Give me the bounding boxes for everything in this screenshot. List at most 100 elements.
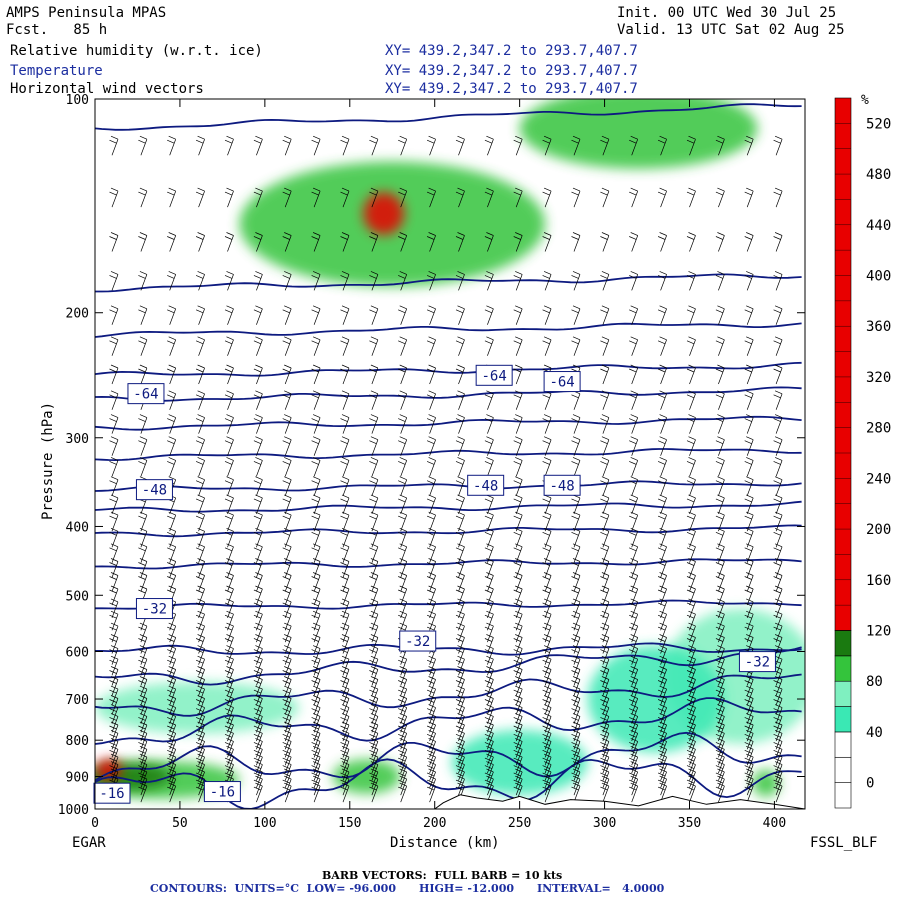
wind-barb (571, 729, 581, 750)
colorbar-swatch (834, 97, 852, 631)
wind-barb (600, 476, 610, 496)
wind-barb (542, 585, 552, 606)
wind-barb (629, 135, 639, 156)
wind-barb (542, 761, 552, 781)
wind-barb (629, 436, 639, 456)
wind-barb (744, 527, 754, 548)
wind-barb (513, 543, 523, 563)
wind-barb (513, 457, 523, 477)
colorbar-tick-label: 360 (866, 319, 891, 335)
isotherm-line (95, 673, 802, 717)
wind-barb (109, 336, 119, 356)
wind-barb (282, 135, 292, 156)
wind-barb (253, 704, 263, 724)
wind-barb (138, 753, 148, 774)
wind-barb (600, 585, 610, 606)
wind-barb (455, 187, 465, 208)
wind-barb (513, 753, 523, 774)
wind-barb (138, 655, 148, 676)
colorbar-tick-label: 440 (866, 218, 891, 234)
wind-barb (715, 543, 725, 563)
isotherm-line (95, 731, 802, 782)
y-tick-label: 500 (66, 589, 89, 604)
wind-barb (369, 527, 379, 548)
wind-barb (311, 305, 321, 325)
wind-barb (109, 598, 119, 619)
wind-barb (600, 729, 610, 750)
wind-barb (195, 782, 205, 803)
wind-barb (398, 775, 408, 796)
wind-barb (109, 713, 119, 733)
colorbar-swatch (834, 655, 852, 682)
wind-barb (253, 666, 263, 686)
wind-barb (657, 336, 667, 356)
wind-barb (600, 768, 610, 789)
wind-barb (542, 782, 552, 803)
wind-barb (167, 457, 177, 477)
wind-barb (426, 704, 436, 724)
wind-barb (282, 305, 292, 325)
colorbar-swatch (834, 680, 852, 707)
wind-barb (282, 704, 292, 724)
wind-barb (484, 511, 494, 532)
wind-barb (340, 721, 350, 742)
wind-barb (773, 572, 783, 592)
wind-barb (369, 721, 379, 742)
wind-barb (657, 761, 667, 781)
wind-barb (311, 494, 321, 515)
wind-barb (744, 390, 754, 410)
wind-barb (571, 585, 581, 606)
wind-barb (369, 666, 379, 686)
wind-barb (571, 761, 581, 781)
wind-barb (715, 187, 725, 208)
wind-barb (744, 232, 754, 252)
contour-label-box (135, 479, 173, 501)
wind-barb (657, 476, 667, 496)
wind-barb (773, 585, 783, 606)
wind-barb (571, 390, 581, 410)
wind-barb (253, 721, 263, 742)
wind-barb (109, 511, 119, 532)
wind-barb (484, 598, 494, 619)
wind-barb (715, 761, 725, 781)
wind-barb (398, 655, 408, 676)
wind-barb (744, 768, 754, 789)
wind-barb (773, 558, 783, 578)
wind-barb (455, 527, 465, 548)
wind-barb (629, 610, 639, 631)
wind-barb (513, 414, 523, 434)
contour-label-box (467, 474, 505, 496)
wind-barb (224, 666, 234, 686)
wind-barb (398, 187, 408, 208)
wind-barb (686, 572, 696, 592)
wind-barb (542, 436, 552, 456)
wind-barb (340, 598, 350, 619)
wind-barb (138, 527, 148, 548)
wind-barb (571, 572, 581, 592)
wind-barb (138, 305, 148, 325)
wind-barb (715, 655, 725, 676)
wind-barb (195, 585, 205, 606)
wind-barb (311, 782, 321, 803)
wind-barb (138, 775, 148, 796)
wind-barb (484, 585, 494, 606)
wind-barb (715, 753, 725, 774)
wind-barb (167, 232, 177, 252)
wind-barb (340, 390, 350, 410)
wind-barb (715, 704, 725, 724)
wind-barb (340, 476, 350, 496)
field-rh-xy: XY= 439.2,347.2 to 293.7,407.7 (385, 43, 638, 59)
wind-barb (167, 390, 177, 410)
wind-barb (340, 364, 350, 385)
wind-barb (369, 558, 379, 578)
x-tick-label: 400 (763, 816, 786, 831)
wind-barb (109, 543, 119, 563)
wind-barb (744, 511, 754, 532)
isotherm-line (95, 386, 802, 402)
wind-barb (629, 622, 639, 643)
wind-barb (282, 721, 292, 742)
wind-barb (600, 336, 610, 356)
wind-barb (398, 572, 408, 592)
wind-barb (484, 768, 494, 789)
wind-barb (600, 457, 610, 477)
